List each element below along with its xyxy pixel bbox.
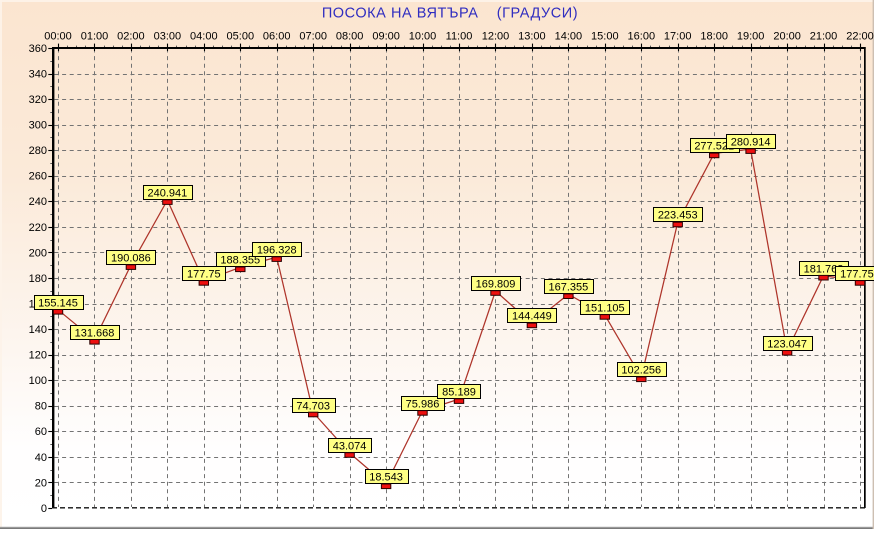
svg-text:60: 60 [35,426,47,438]
svg-text:07:00: 07:00 [299,31,327,43]
svg-text:ПОСОКА НА ВЯТЪРА (ГРАДУСИ): ПОСОКА НА ВЯТЪРА (ГРАДУСИ) [322,6,578,22]
svg-text:19:00: 19:00 [737,31,765,43]
svg-text:10:00: 10:00 [409,31,437,43]
svg-text:18:00: 18:00 [700,31,728,43]
svg-text:240.941: 240.941 [148,188,188,200]
svg-text:01:00: 01:00 [81,31,109,43]
svg-text:260: 260 [29,171,47,183]
svg-text:12:00: 12:00 [482,31,510,43]
svg-text:20:00: 20:00 [773,31,801,43]
svg-text:155.145: 155.145 [38,298,78,310]
svg-text:05:00: 05:00 [227,31,255,43]
svg-text:320: 320 [29,94,47,106]
svg-text:75.986: 75.986 [406,399,440,411]
svg-text:20: 20 [35,477,47,489]
svg-text:02:00: 02:00 [117,31,145,43]
svg-text:190.086: 190.086 [111,253,151,265]
svg-text:102.256: 102.256 [621,365,661,377]
svg-text:360: 360 [29,43,47,55]
svg-text:11:00: 11:00 [446,31,473,43]
svg-text:196.328: 196.328 [257,245,297,257]
svg-text:131.668: 131.668 [75,328,115,340]
svg-text:280: 280 [29,145,47,157]
svg-text:74.703: 74.703 [296,401,330,413]
svg-text:04:00: 04:00 [190,31,218,43]
svg-text:0: 0 [41,503,47,515]
svg-text:80: 80 [35,401,47,413]
svg-text:00:00: 00:00 [44,31,72,43]
svg-text:280.914: 280.914 [731,137,771,149]
svg-text:151.105: 151.105 [585,303,625,315]
svg-text:18.543: 18.543 [369,472,403,484]
svg-text:40: 40 [35,452,47,464]
svg-text:100: 100 [29,375,47,387]
svg-text:340: 340 [29,69,47,81]
svg-text:177.754: 177.754 [840,269,874,281]
svg-text:140: 140 [29,324,47,336]
svg-text:123.047: 123.047 [767,339,807,351]
svg-text:16:00: 16:00 [628,31,656,43]
svg-text:06:00: 06:00 [263,31,291,43]
svg-text:13:00: 13:00 [518,31,546,43]
svg-text:03:00: 03:00 [154,31,182,43]
svg-text:223.453: 223.453 [658,210,698,222]
svg-text:220: 220 [29,222,47,234]
svg-text:21:00: 21:00 [810,31,838,43]
svg-text:85.189: 85.189 [442,387,476,399]
svg-text:240: 240 [29,196,47,208]
svg-text:43.074: 43.074 [333,441,367,453]
svg-text:180: 180 [29,273,47,285]
svg-text:169.809: 169.809 [476,279,516,291]
svg-text:09:00: 09:00 [372,31,400,43]
svg-text:15:00: 15:00 [591,31,619,43]
svg-text:144.449: 144.449 [512,311,552,323]
svg-text:200: 200 [29,247,47,259]
svg-text:22:00: 22:00 [846,31,874,43]
svg-text:177.75: 177.75 [187,269,221,281]
svg-text:14:00: 14:00 [555,31,583,43]
svg-text:17:00: 17:00 [664,31,692,43]
svg-text:120: 120 [29,350,47,362]
svg-text:08:00: 08:00 [336,31,364,43]
svg-text:300: 300 [29,120,47,132]
svg-text:167.355: 167.355 [549,282,589,294]
